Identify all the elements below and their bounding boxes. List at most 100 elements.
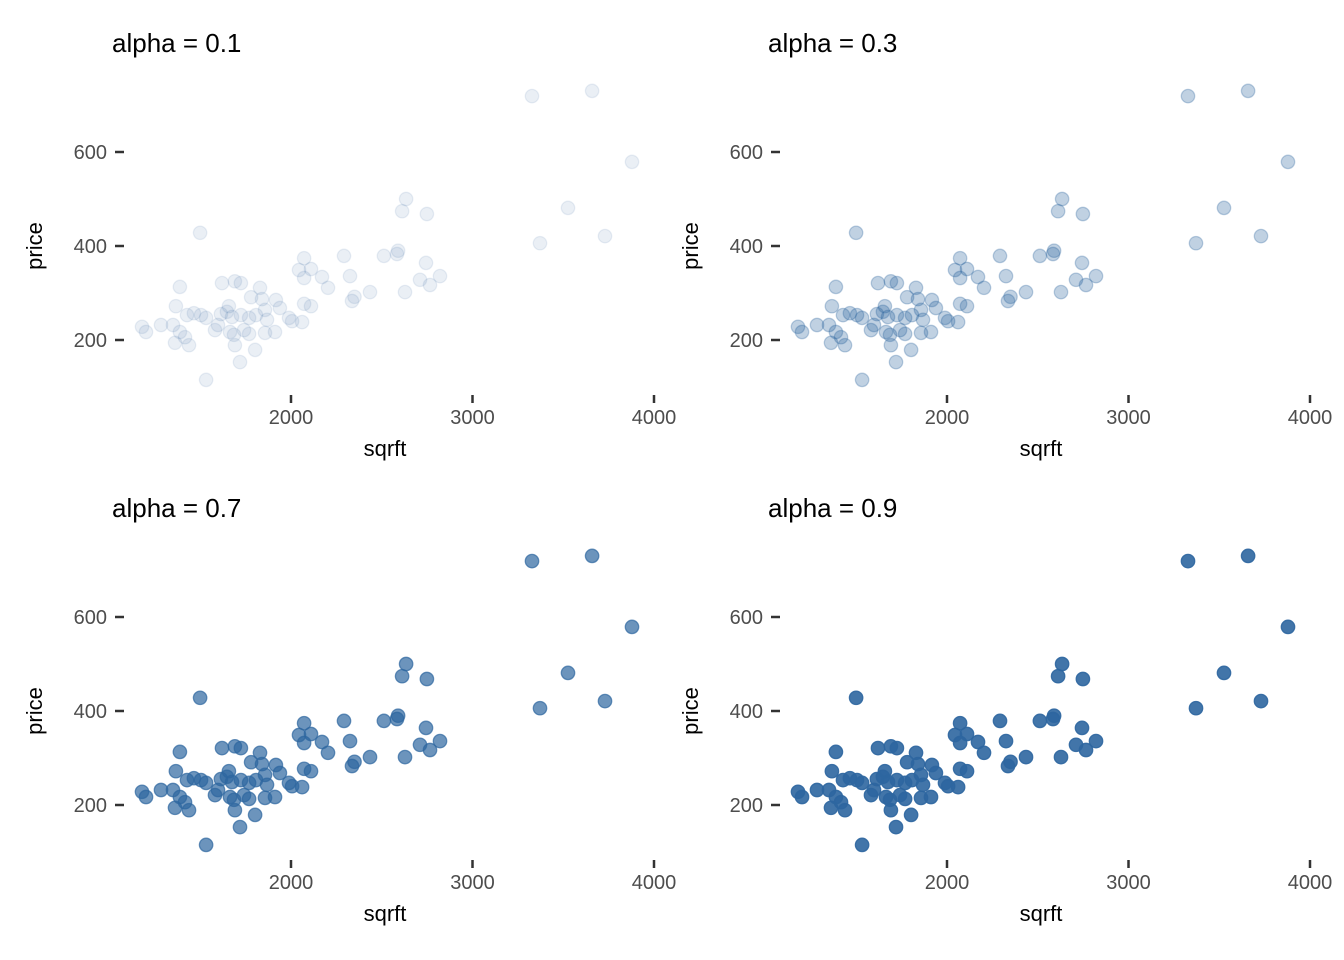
- data-point: [837, 802, 853, 818]
- y-tick-mark: [771, 338, 780, 342]
- data-point: [835, 307, 851, 323]
- data-point: [854, 775, 870, 791]
- data-point: [883, 802, 899, 818]
- data-point: [389, 246, 405, 262]
- y-tick-mark: [771, 615, 780, 619]
- data-point: [959, 763, 975, 779]
- data-point: [970, 269, 986, 285]
- panel-title: alpha = 0.3: [768, 28, 897, 58]
- y-tick-label: 400: [730, 236, 763, 258]
- y-tick-mark: [115, 709, 124, 713]
- data-point: [214, 275, 230, 291]
- y-tick-label: 400: [730, 701, 763, 723]
- x-axis-ticks: 2000 3000 4000: [269, 395, 677, 429]
- data-point: [888, 819, 904, 835]
- data-point: [928, 765, 944, 781]
- data-point: [903, 342, 919, 358]
- data-point: [854, 372, 870, 388]
- data-point: [222, 324, 238, 340]
- data-point: [248, 307, 264, 323]
- data-point: [940, 313, 956, 329]
- data-point: [1045, 711, 1061, 727]
- data-point: [897, 326, 913, 342]
- y-tick-label: 600: [730, 142, 763, 164]
- data-point: [950, 779, 966, 795]
- data-point: [824, 298, 840, 314]
- data-point: [913, 325, 929, 341]
- data-point: [915, 777, 931, 793]
- y-tick-mark: [771, 803, 780, 807]
- y-axis-ticks: 600 400 200: [74, 607, 124, 817]
- data-point: [376, 248, 392, 264]
- data-point: [168, 298, 184, 314]
- data-point: [998, 268, 1014, 284]
- data-point: [992, 713, 1008, 729]
- data-point: [1088, 733, 1104, 749]
- panel-title: alpha = 0.7: [112, 493, 241, 523]
- x-tick-label: 4000: [632, 407, 677, 429]
- y-tick-mark: [771, 150, 780, 154]
- data-point: [584, 548, 600, 564]
- data-point: [419, 671, 435, 687]
- data-point: [823, 800, 839, 816]
- data-point: [376, 713, 392, 729]
- data-point: [1018, 749, 1034, 765]
- scatter-points: [790, 548, 1296, 853]
- data-point: [1018, 284, 1034, 300]
- y-tick-label: 400: [74, 701, 107, 723]
- data-point: [272, 300, 288, 316]
- data-point: [908, 280, 924, 296]
- data-point: [880, 309, 896, 325]
- data-point: [875, 304, 891, 320]
- data-point: [904, 307, 920, 323]
- x-tick-mark: [1308, 395, 1312, 403]
- data-point: [923, 789, 939, 805]
- data-point: [172, 279, 188, 295]
- data-point: [412, 272, 428, 288]
- x-tick-mark: [945, 860, 949, 868]
- data-point: [624, 154, 640, 170]
- y-axis-ticks: 600 400 200: [730, 607, 780, 817]
- data-point: [848, 225, 864, 241]
- data-point: [233, 275, 249, 291]
- x-tick-label: 2000: [269, 407, 314, 429]
- data-point: [924, 292, 940, 308]
- y-tick-label: 200: [730, 795, 763, 817]
- data-point: [397, 284, 413, 300]
- data-point: [854, 837, 870, 853]
- data-point: [1078, 742, 1094, 758]
- data-point: [233, 307, 249, 323]
- data-point: [398, 656, 414, 672]
- data-point: [1074, 720, 1090, 736]
- data-point: [883, 273, 899, 289]
- data-point: [959, 261, 975, 277]
- data-point: [828, 324, 844, 340]
- data-point: [1240, 548, 1256, 564]
- data-point: [597, 228, 613, 244]
- data-point: [241, 791, 257, 807]
- x-axis-title: sqrft: [1020, 901, 1063, 926]
- panel-alpha-0-1: alpha = 0.1 600 400 200 2000 3000 4000 price…: [22, 28, 676, 461]
- data-point: [320, 745, 336, 761]
- data-point: [303, 261, 319, 277]
- x-tick-mark: [289, 395, 293, 403]
- data-point: [207, 322, 223, 338]
- data-point: [878, 324, 894, 340]
- data-point: [888, 354, 904, 370]
- data-point: [241, 310, 257, 326]
- data-point: [254, 291, 270, 307]
- data-point: [828, 744, 844, 760]
- data-point: [227, 273, 243, 289]
- data-point: [899, 289, 915, 305]
- data-point: [870, 275, 886, 291]
- data-point: [210, 317, 226, 333]
- y-tick-mark: [115, 150, 124, 154]
- data-point: [794, 789, 810, 805]
- data-point: [167, 800, 183, 816]
- data-point: [342, 733, 358, 749]
- data-point: [232, 819, 248, 835]
- data-point: [928, 300, 944, 316]
- data-point: [257, 302, 273, 318]
- data-point: [584, 83, 600, 99]
